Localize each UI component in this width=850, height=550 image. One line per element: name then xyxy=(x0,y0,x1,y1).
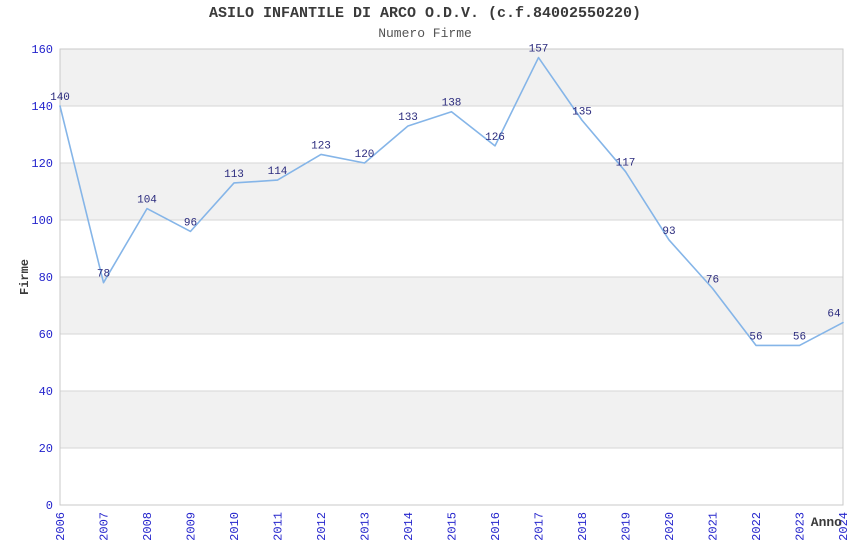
data-point-label: 104 xyxy=(137,195,157,207)
data-point-label: 56 xyxy=(749,331,762,343)
data-point-label: 96 xyxy=(184,217,197,229)
x-tick-label: 2024 xyxy=(837,512,850,541)
x-tick-label: 2023 xyxy=(794,512,808,541)
alt-band xyxy=(60,49,843,106)
y-tick-label: 140 xyxy=(31,100,53,114)
x-tick-label: 2020 xyxy=(663,512,677,541)
data-point-label: 64 xyxy=(827,309,841,321)
x-tick-label: 2021 xyxy=(707,512,721,541)
data-point-label: 76 xyxy=(706,274,719,286)
data-point-label: 133 xyxy=(398,112,418,124)
x-tick-label: 2017 xyxy=(533,512,547,541)
x-tick-label: 2014 xyxy=(402,512,416,541)
x-tick-label: 2016 xyxy=(489,512,503,541)
y-tick-label: 60 xyxy=(39,328,53,342)
data-point-label: 140 xyxy=(50,92,70,104)
data-point-label: 114 xyxy=(268,166,288,178)
x-tick-label: 2010 xyxy=(228,512,242,541)
data-point-label: 120 xyxy=(355,149,375,161)
chart-title: ASILO INFANTILE DI ARCO O.D.V. (c.f.8400… xyxy=(208,5,642,22)
data-point-label: 157 xyxy=(529,44,549,56)
data-point-label: 113 xyxy=(224,169,244,181)
plot-border xyxy=(59,48,844,506)
x-tick-label: 2018 xyxy=(576,512,590,541)
y-tick-label: 20 xyxy=(39,442,53,456)
x-tick-label: 2013 xyxy=(359,512,373,541)
data-point-label: 78 xyxy=(97,269,110,281)
data-point-label: 123 xyxy=(311,140,331,152)
y-tick-label: 80 xyxy=(39,271,53,285)
x-tick-label: 2022 xyxy=(750,512,764,541)
data-point-label: 117 xyxy=(616,158,636,170)
x-tick-label: 2006 xyxy=(54,512,68,541)
data-point-label: 126 xyxy=(485,132,505,144)
alt-band xyxy=(60,391,843,448)
y-tick-label: 40 xyxy=(39,385,53,399)
x-tick-label: 2009 xyxy=(185,512,199,541)
y-tick-label: 120 xyxy=(31,157,53,171)
x-tick-label: 2007 xyxy=(98,512,112,541)
data-point-label: 138 xyxy=(442,98,462,110)
y-axis-title: Firme xyxy=(18,259,32,295)
y-tick-label: 100 xyxy=(31,214,53,228)
x-tick-label: 2019 xyxy=(620,512,634,541)
alt-band xyxy=(60,277,843,334)
alt-band xyxy=(60,163,843,220)
x-tick-label: 2008 xyxy=(141,512,155,541)
x-tick-label: 2012 xyxy=(315,512,329,541)
x-axis-title: Anno xyxy=(811,515,842,530)
data-line xyxy=(59,56,844,347)
data-point-label: 135 xyxy=(572,106,592,118)
x-tick-label: 2015 xyxy=(446,512,460,541)
chart-subtitle: Numero Firme xyxy=(378,26,472,41)
y-tick-label: 0 xyxy=(46,499,53,513)
x-tick-label: 2011 xyxy=(272,512,286,541)
data-point-label: 93 xyxy=(662,226,675,238)
y-tick-label: 160 xyxy=(31,43,53,57)
data-point-label: 56 xyxy=(793,331,806,343)
